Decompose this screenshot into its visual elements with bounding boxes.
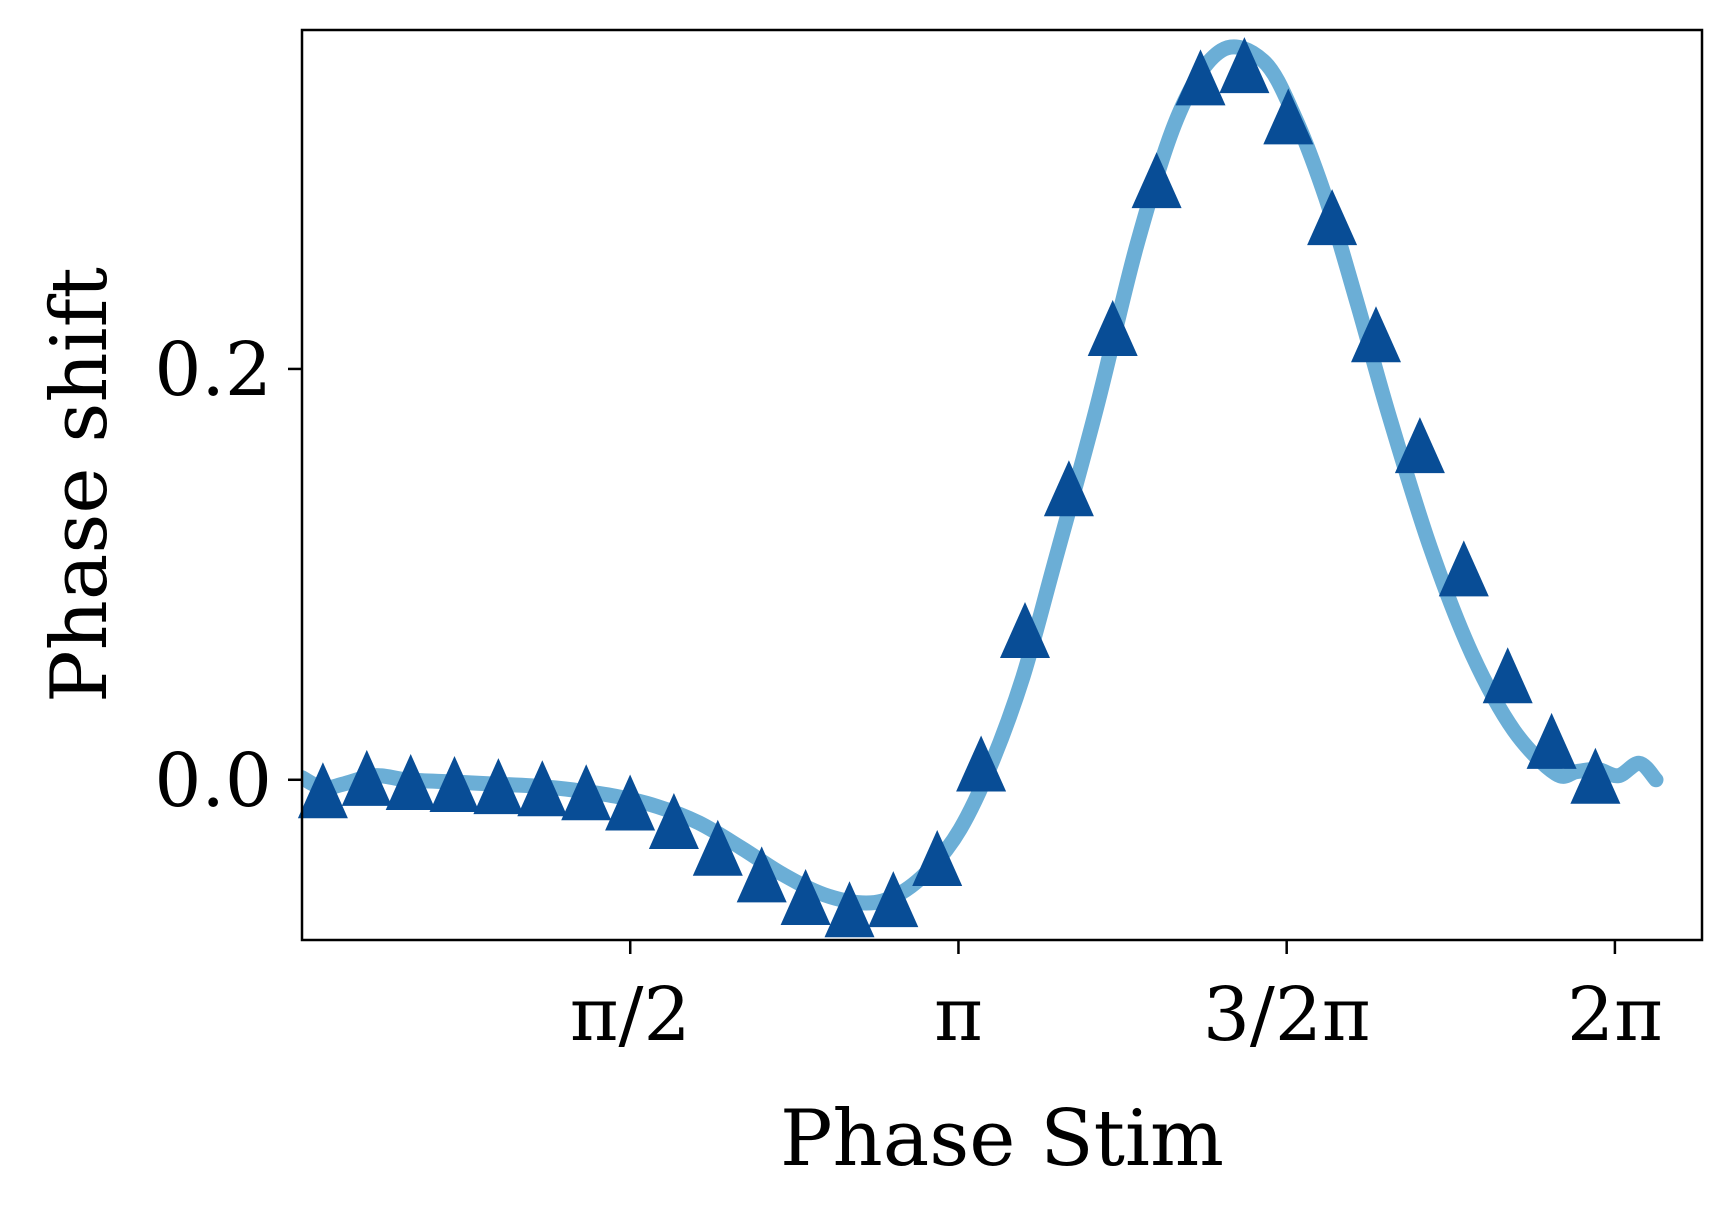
- data-point-marker: [1570, 747, 1621, 804]
- data-point-marker: [1307, 189, 1358, 246]
- data-point-marker: [341, 749, 392, 806]
- data-point-marker: [429, 756, 480, 812]
- data-point-marker: [1263, 88, 1314, 145]
- data-point-marker: [736, 846, 787, 903]
- data-point-marker: [692, 819, 743, 876]
- x-axis-label: Phase Stim: [780, 1094, 1224, 1184]
- data-point-marker: [1482, 647, 1533, 704]
- data-point-marker: [1175, 49, 1226, 106]
- x-tick-label: π: [934, 972, 983, 1058]
- x-tick-label: 2π: [1567, 972, 1663, 1058]
- data-point-marker: [517, 760, 568, 817]
- data-point-marker: [1219, 37, 1270, 94]
- x-axis-ticks: π/2 π 3/2π 2π: [570, 940, 1663, 1058]
- data-point-marker: [1394, 417, 1445, 474]
- data-point-marker: [780, 869, 831, 925]
- data-point-marker: [1526, 712, 1577, 769]
- marker-series: [297, 37, 1621, 938]
- data-point-marker: [868, 871, 919, 928]
- data-point-marker: [956, 735, 1007, 792]
- data-point-marker: [912, 830, 963, 886]
- data-point-marker: [1131, 152, 1182, 209]
- y-tick-label: 0.2: [154, 327, 272, 413]
- x-tick-label: 3/2π: [1203, 972, 1371, 1058]
- data-point-marker: [297, 762, 348, 819]
- data-point-marker: [1043, 460, 1094, 517]
- data-point-marker: [561, 764, 612, 821]
- data-point-marker: [1087, 300, 1138, 356]
- data-point-marker: [605, 774, 656, 831]
- data-point-marker: [1438, 540, 1489, 597]
- y-tick-label: 0.0: [154, 738, 272, 824]
- data-point-marker: [824, 881, 875, 938]
- axes-frame: [300, 28, 1704, 942]
- data-point-marker: [1351, 306, 1401, 363]
- x-tick-label: π/2: [570, 972, 691, 1058]
- y-axis-ticks: 0.0 0.2: [154, 327, 302, 824]
- y-axis-label: Phase shift: [35, 267, 125, 703]
- data-point-marker: [648, 793, 699, 849]
- data-point-marker: [385, 754, 436, 810]
- data-point-marker: [473, 758, 524, 815]
- data-point-marker: [1000, 602, 1050, 658]
